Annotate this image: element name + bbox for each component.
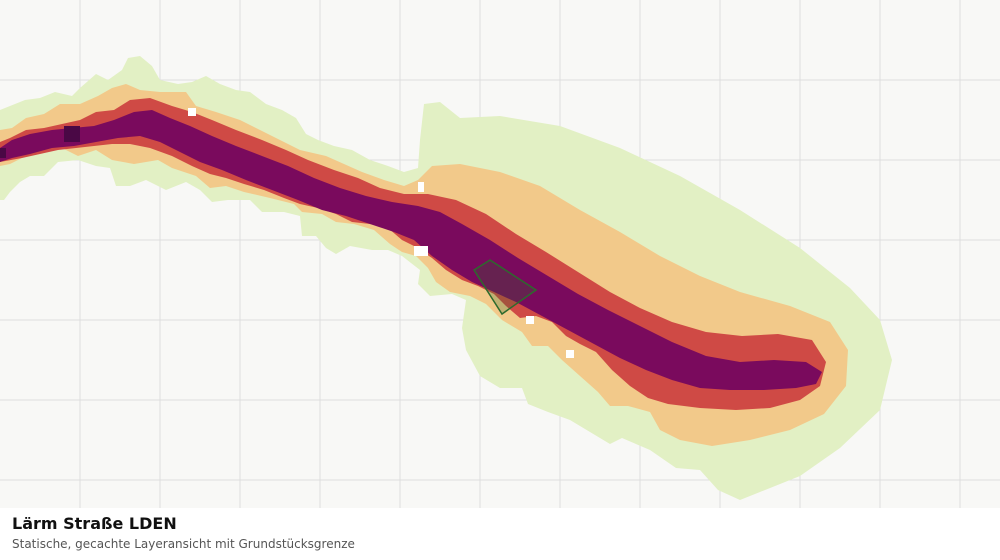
map-view[interactable] bbox=[0, 0, 1000, 508]
layer-title: Lärm Straße LDEN bbox=[12, 514, 177, 533]
noise-band-high bbox=[0, 110, 822, 390]
noise-map-svg bbox=[0, 0, 1000, 508]
noise-band-highest bbox=[0, 126, 80, 158]
layer-subtitle: Statische, gecachte Layeransicht mit Gru… bbox=[12, 537, 355, 551]
no-data-cells bbox=[188, 108, 574, 358]
layer-caption: Lärm Straße LDEN Statische, gecachte Lay… bbox=[0, 508, 1000, 560]
parcel-boundary[interactable] bbox=[472, 259, 538, 316]
